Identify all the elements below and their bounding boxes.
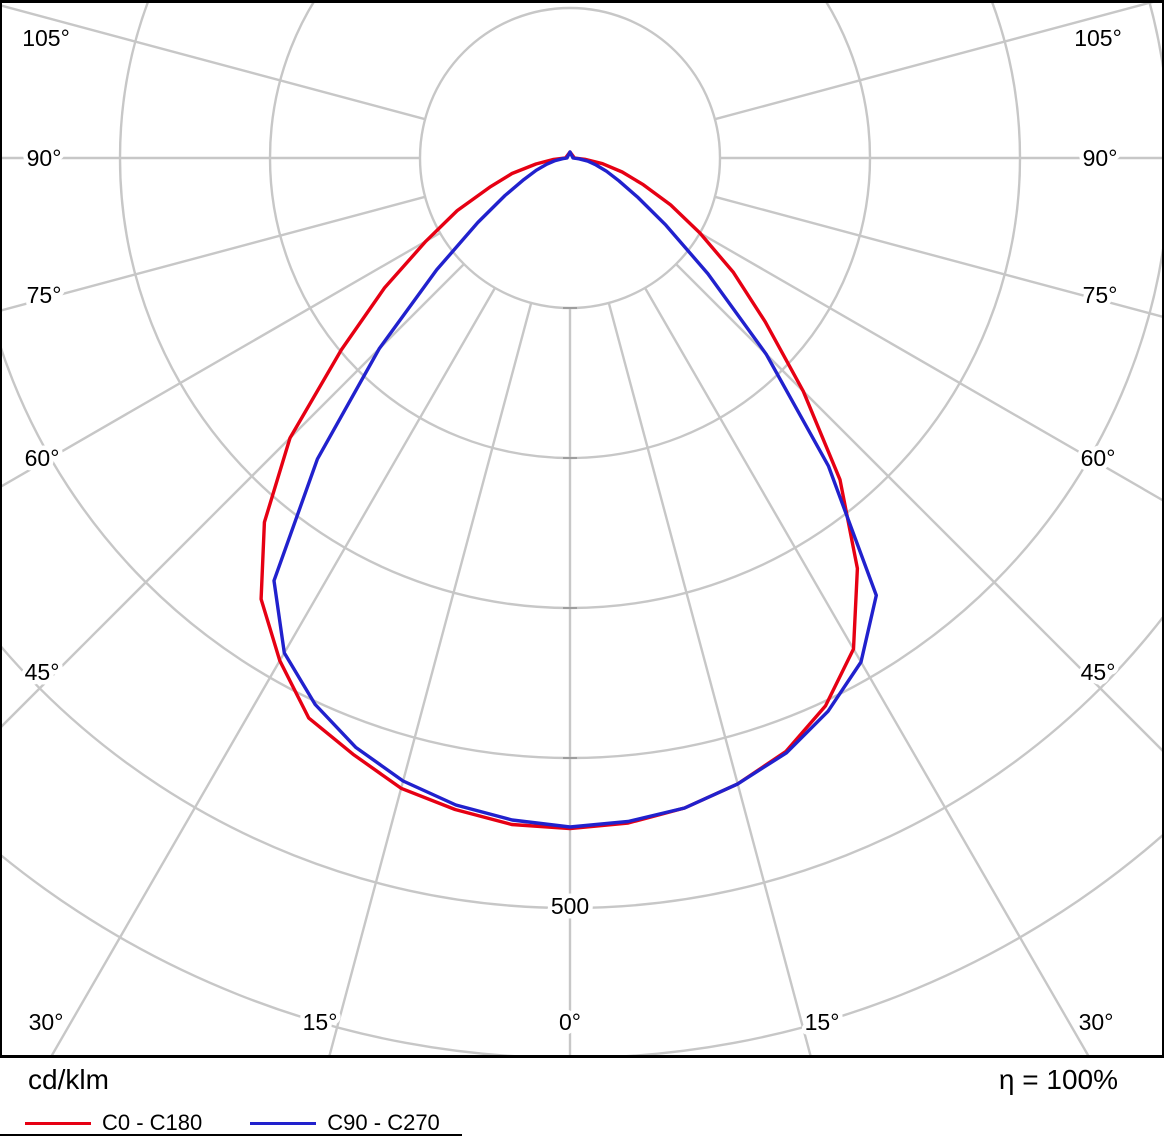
curve-C0-C180	[259, 150, 860, 831]
grid-ray-L105	[0, 4, 426, 121]
border-left	[0, 0, 2, 1058]
grid-ray-R15	[607, 302, 813, 1058]
chart-footer-separator	[0, 1055, 1164, 1058]
angle-label-0: 105°	[22, 25, 70, 51]
grid-ray-L30	[48, 287, 497, 1058]
angle-label-7: 60°	[1081, 445, 1116, 471]
legend-underline	[0, 1134, 462, 1136]
grid-ray-R75	[714, 195, 1164, 319]
angle-label-4: 75°	[27, 282, 62, 308]
grid-circle-100	[418, 6, 722, 310]
legend-label-c0-c180: C0 - C180	[102, 1110, 203, 1135]
radius-label-500: 500	[551, 893, 589, 919]
grid-ray-R45	[675, 263, 1164, 754]
angle-label-10: 30°	[29, 1009, 64, 1035]
angle-label-13: 15°	[805, 1009, 840, 1035]
footer: cd/klm η = 100% C0 - C180 C90 - C270	[0, 1058, 1164, 1140]
border-right	[1162, 0, 1164, 1058]
angle-label-11: 30°	[1079, 1009, 1114, 1035]
grid-circle-500	[0, 613, 1164, 909]
grid-ray-R105	[714, 0, 1164, 121]
grid-circle-400	[0, 0, 1164, 760]
grid-ray-L45	[0, 263, 465, 730]
grid-ray-L60	[0, 231, 441, 489]
border-top	[0, 0, 1164, 3]
grid-ray-R30	[643, 287, 1092, 1058]
angle-label-2: 90°	[27, 145, 62, 171]
angle-label-12: 15°	[303, 1009, 338, 1035]
efficiency-label: η = 100%	[998, 1064, 1118, 1095]
angle-label-6: 60°	[25, 445, 60, 471]
legend: C0 - C180 C90 - C270	[25, 1110, 488, 1136]
angle-label-5: 75°	[1083, 282, 1118, 308]
unit-label: cd/klm	[28, 1064, 109, 1095]
angle-label-3: 90°	[1083, 145, 1118, 171]
grid-ray-L75	[0, 195, 426, 312]
grid-ray-R60	[699, 231, 1164, 503]
angle-label-1: 105°	[1074, 25, 1122, 51]
polar-chart-area: 500 105° 105° 90° 90° 75° 75° 60° 60° 45° 45° 30° 30…	[0, 0, 1164, 1058]
curve-C90-C270	[272, 150, 878, 829]
grid-ray-L15	[327, 302, 533, 1058]
legend-swatch-c90-c270	[250, 1121, 317, 1125]
polar-chart-svg: 500 105° 105° 90° 90° 75° 75° 60° 60° 45° 45° 30° 30…	[0, 0, 1164, 1058]
legend-label-c90-c270: C90 - C270	[327, 1110, 440, 1135]
angle-label-8: 45°	[25, 659, 60, 685]
angle-label-9: 45°	[1081, 659, 1116, 685]
angle-label-14: 0°	[559, 1009, 581, 1035]
legend-swatch-c0-c180	[25, 1121, 91, 1125]
